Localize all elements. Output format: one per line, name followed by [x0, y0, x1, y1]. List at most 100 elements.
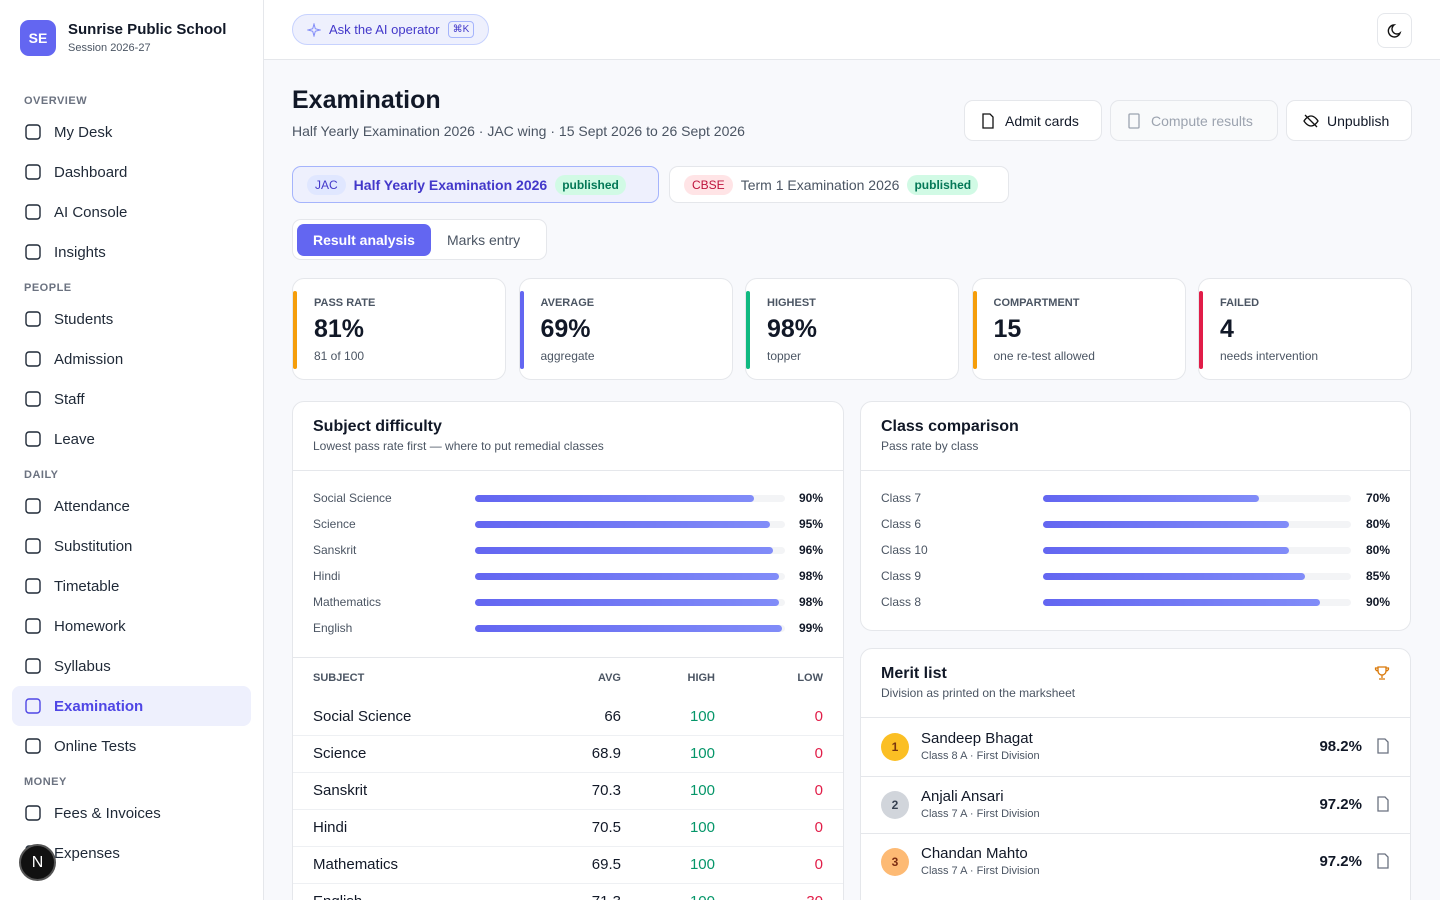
nav-icon [25, 738, 41, 754]
nav-item[interactable]: Fees & Invoices [12, 793, 251, 833]
table-cell: 0 [814, 782, 823, 799]
bar-value: 80% [1365, 543, 1390, 557]
marksheet-button[interactable] [1376, 795, 1390, 812]
stat-card: FAILED 4 needs intervention [1198, 278, 1412, 380]
nav-item[interactable]: Leave [12, 419, 251, 459]
marksheet-button[interactable] [1376, 853, 1390, 869]
stat-value: 81% [314, 315, 365, 343]
student-name: Anjali Ansari [921, 787, 1004, 805]
nav-item[interactable]: Insights [12, 232, 251, 272]
nav-item[interactable]: Examination [12, 686, 251, 726]
nav-item[interactable]: My Desk [12, 112, 251, 152]
nav-label: Expenses [54, 844, 120, 862]
table-cell: 0 [814, 856, 823, 873]
exam-pill[interactable]: CBSE Term 1 Examination 2026 published [669, 166, 1009, 203]
table-cell: Sanskrit [313, 782, 368, 799]
nav-item[interactable]: Dashboard [12, 152, 251, 192]
nav-icon [25, 698, 41, 714]
student-meta: Class 7 A · First Division [921, 807, 1040, 820]
table-cell: 69.5 [591, 856, 621, 873]
marksheet-button[interactable] [1376, 738, 1390, 754]
nav-item[interactable]: Staff [12, 379, 251, 419]
stat-value: 98% [767, 315, 818, 343]
nav-label: AI Console [54, 203, 128, 221]
divider [861, 717, 1410, 718]
bar [1043, 521, 1290, 528]
student-meta: Class 8 A · First Division [921, 750, 1040, 762]
section-title: PEOPLE [24, 282, 72, 294]
admit-cards-button[interactable]: Admit cards [964, 100, 1102, 141]
bar-value: 99% [798, 621, 823, 635]
accent-bar [293, 291, 297, 369]
nav-icon [25, 391, 41, 407]
dev-badge[interactable]: N [19, 844, 56, 881]
tab[interactable]: Marks entry [447, 232, 521, 248]
table-cell: 100 [689, 856, 715, 873]
bar [475, 547, 773, 554]
bar-label: Social Science [313, 491, 392, 505]
nav-item[interactable]: Homework [12, 606, 251, 646]
table-cell: 100 [689, 708, 715, 725]
nav-item[interactable]: Admission [12, 339, 251, 379]
table-cell: English [313, 893, 362, 900]
card-subtitle: Division as printed on the marksheet [881, 686, 1076, 700]
session: Session 2026-27 [68, 42, 151, 54]
ask-ai-button[interactable]: Ask the AI operator ⌘K [292, 14, 489, 45]
table-cell: 0 [814, 745, 823, 762]
button-label: Compute results [1151, 112, 1253, 129]
nav-item[interactable]: Timetable [12, 566, 251, 606]
card-subtitle: Lowest pass rate first — where to put re… [313, 439, 604, 453]
nav-item[interactable]: Syllabus [12, 646, 251, 686]
student-name: Chandan Mahto [921, 845, 1028, 862]
tab[interactable]: Result analysis [297, 224, 431, 256]
exam-name: Term 1 Examination 2026 [740, 176, 900, 193]
nav-icon [25, 498, 41, 514]
ask-label: Ask the AI operator [329, 22, 440, 37]
bar-value: 70% [1365, 491, 1390, 505]
exam-pill[interactable]: JAC Half Yearly Examination 2026 published [292, 166, 659, 203]
nav-item[interactable]: Substitution [12, 526, 251, 566]
bar-track [475, 625, 785, 632]
nav-item[interactable]: Students [12, 299, 251, 339]
row-divider [293, 772, 843, 773]
stat-note: topper [767, 349, 802, 363]
accent-bar [746, 291, 750, 369]
bar-value: 98% [798, 569, 823, 583]
doc-icon [1377, 853, 1389, 869]
divider [293, 470, 843, 471]
card-title: Subject difficulty [313, 418, 442, 435]
nav-item[interactable]: Online Tests [12, 726, 251, 766]
table-header: SUBJECT [313, 672, 365, 684]
stat-card: HIGHEST 98% topper [745, 278, 959, 380]
divider [293, 657, 843, 658]
score: 97.2% [1319, 853, 1362, 870]
bar [1043, 599, 1321, 606]
nav-label: Students [54, 310, 114, 328]
compute-results-button[interactable]: Compute results [1110, 100, 1278, 141]
bar-label: Hindi [313, 569, 341, 583]
nav-icon [25, 124, 41, 140]
table-cell: Mathematics [313, 856, 399, 873]
student-name: Sandeep Bhagat [921, 730, 1033, 747]
stat-value: 15 [993, 315, 1022, 343]
exam-name: Half Yearly Examination 2026 [353, 176, 548, 193]
bar [1043, 573, 1305, 580]
stat-label: AVERAGE [540, 297, 595, 309]
theme-toggle[interactable] [1377, 13, 1412, 48]
nav-item[interactable]: Attendance [12, 486, 251, 526]
stat-note: 81 of 100 [314, 349, 365, 363]
bar-track [1043, 547, 1351, 554]
bar-label: Class 8 [881, 595, 922, 609]
class-comparison-card: Class comparison Pass rate by class Clas… [860, 401, 1411, 631]
bar [475, 495, 754, 502]
page-title: Examination [292, 86, 441, 114]
stat-label: FAILED [1220, 297, 1260, 309]
stat-note: aggregate [540, 349, 595, 363]
nav-item[interactable]: AI Console [12, 192, 251, 232]
unpublish-button[interactable]: Unpublish [1286, 100, 1412, 141]
stat-note: one re-test allowed [993, 349, 1095, 363]
tabs: Result analysis Marks entry [292, 219, 547, 260]
nav-icon [25, 618, 41, 634]
